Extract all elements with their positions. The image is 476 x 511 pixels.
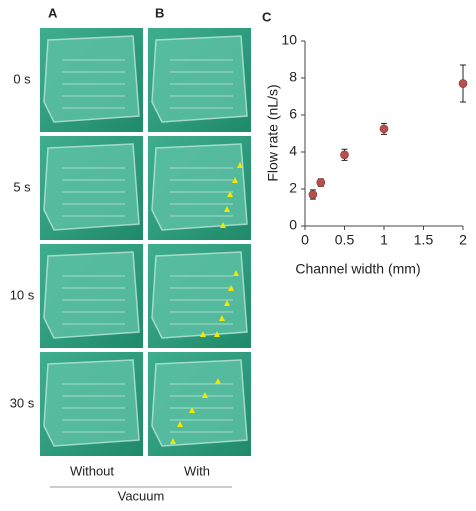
column-label: Without	[70, 463, 114, 478]
panel-label: B	[155, 5, 164, 20]
y-tick-label: 4	[289, 143, 297, 159]
chip	[44, 252, 139, 338]
row-label: 5 s	[13, 179, 31, 194]
y-tick-label: 2	[289, 180, 297, 196]
column-label: With	[184, 463, 210, 478]
x-tick-label: 0.5	[335, 232, 355, 248]
point	[341, 151, 349, 159]
y-tick-label: 6	[289, 106, 297, 122]
row-label: 30 s	[10, 395, 35, 410]
figure: A B C Without With Vacuum Channel width …	[0, 0, 476, 506]
chip	[44, 144, 139, 230]
x-tick-label: 1	[380, 232, 388, 248]
y-axis-label: Flow rate (nL/s)	[265, 84, 281, 181]
point	[459, 80, 467, 88]
row-label: 0 s	[13, 71, 31, 86]
point	[380, 125, 388, 133]
chip	[152, 360, 247, 446]
x-tick-label: 0	[301, 232, 309, 248]
panel-label: C	[262, 9, 272, 24]
point	[309, 191, 317, 199]
chip	[44, 360, 139, 446]
chip	[152, 252, 247, 338]
x-tick-label: 1.5	[414, 232, 434, 248]
chip	[152, 36, 247, 122]
chip	[152, 144, 247, 230]
x-tick-label: 2	[459, 232, 467, 248]
point	[317, 179, 325, 187]
x-axis-label: Channel width (mm)	[295, 261, 420, 277]
group-label: Vacuum	[118, 488, 165, 503]
row-label: 10 s	[10, 287, 35, 302]
y-tick-label: 0	[289, 217, 297, 233]
panel-label: A	[48, 5, 58, 20]
y-tick-label: 8	[289, 69, 297, 85]
y-tick-label: 10	[281, 32, 297, 48]
chip	[44, 36, 139, 122]
